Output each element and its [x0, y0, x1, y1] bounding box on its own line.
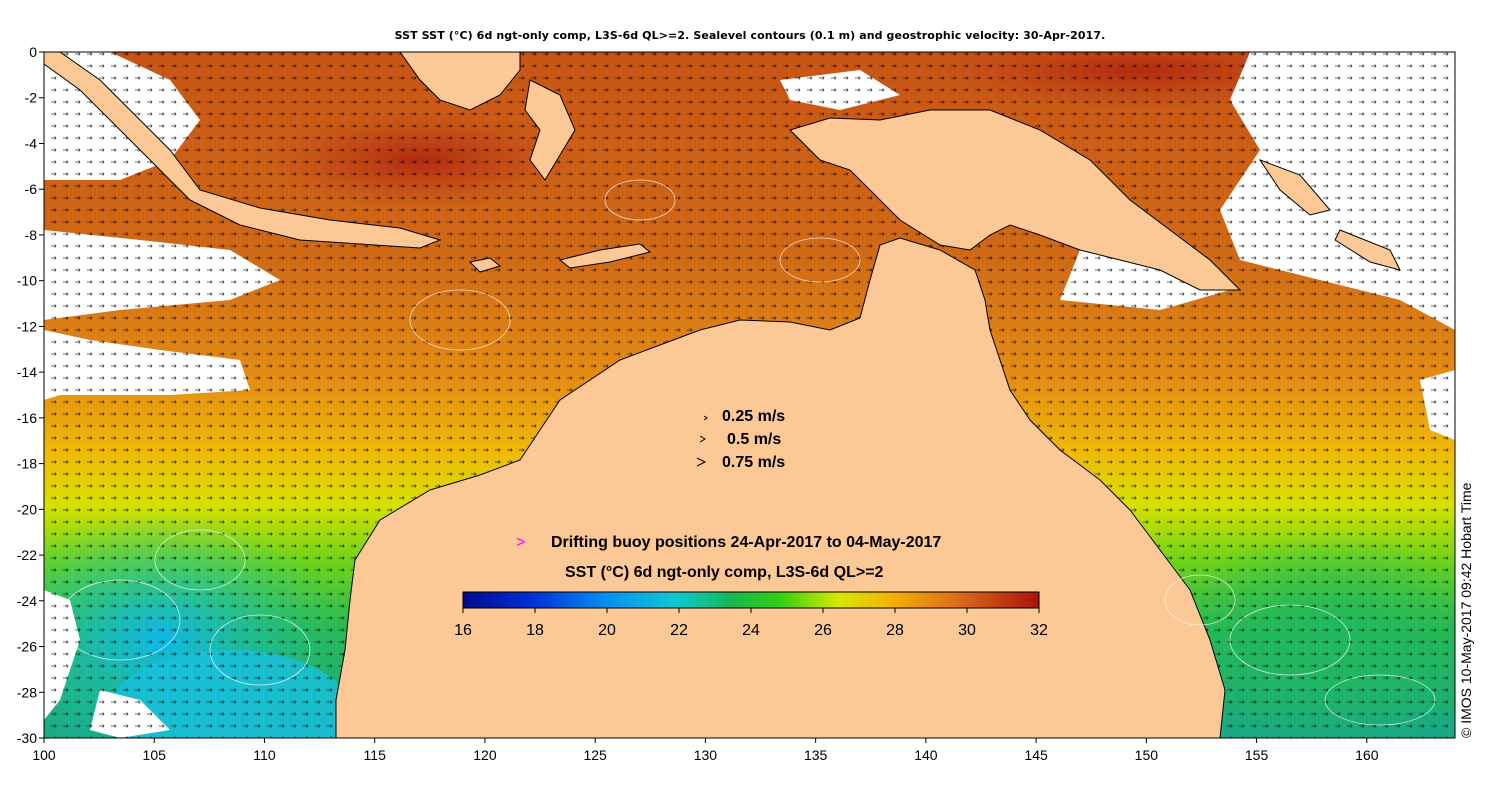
x-tick-label: 115 [364, 747, 387, 763]
x-tick-label: 140 [914, 747, 938, 763]
vel-label-0.75: 0.75 m/s [722, 454, 785, 471]
y-tick-label: 0 [29, 44, 37, 60]
x-tick-label: 160 [1355, 747, 1379, 763]
sst-field [44, 52, 1455, 738]
x-tick-label: 135 [804, 747, 828, 763]
y-tick-label: -22 [17, 547, 37, 563]
x-tick-label: 110 [253, 747, 276, 763]
plot-frame [43, 51, 1456, 739]
y-tick-label: -14 [17, 364, 37, 380]
y-tick-label: -20 [17, 501, 37, 517]
vel-label-0.25: 0.25 m/s [722, 408, 785, 425]
vel-arrow-0.5 [699, 435, 706, 443]
y-tick-label: -16 [17, 410, 37, 426]
colorbar-tick-label: 24 [742, 622, 760, 639]
x-tick-label: 105 [143, 747, 167, 763]
x-tick-label: 145 [1024, 747, 1048, 763]
buoy-label: Drifting buoy positions 24-Apr-2017 to 0… [551, 534, 941, 551]
colorbar-gradient [462, 591, 1040, 609]
x-tick-label: 150 [1135, 747, 1159, 763]
colorbar-tick-label: 28 [886, 622, 904, 639]
figure-title: SST SST (°C) 6d ngt-only comp, L3S-6d QL… [394, 29, 1106, 42]
y-tick-label: -4 [25, 135, 38, 151]
colorbar-tick-label: 22 [670, 622, 688, 639]
x-axis: 100 105 110 115 120 125 130 135 140 145 150 155 160 [32, 738, 1379, 763]
y-tick-label: -12 [17, 318, 37, 334]
vel-arrow-0.75 [696, 457, 707, 467]
colorbar-tick-label: 20 [598, 622, 616, 639]
colorbar-tick-label: 18 [526, 622, 544, 639]
buoy-legend: > Drifting buoy positions 24-Apr-2017 to… [516, 534, 941, 551]
colorbar-tick-label: 32 [1030, 622, 1048, 639]
vel-label-0.5: 0.5 m/s [727, 431, 781, 448]
buoy-marker: > [516, 534, 525, 551]
y-axis: 0 -2 -4 -6 -8 -10 -12 -14 -16 -18 -20 -22 -24 -26 -28 -… [17, 44, 44, 746]
colorbar-tick-label: 26 [814, 622, 832, 639]
y-tick-label: -18 [17, 456, 37, 472]
velocity-legend: 0.25 m/s 0.5 m/s 0.75 m/s [696, 408, 785, 471]
x-tick-label: 130 [694, 747, 718, 763]
x-tick-label: 125 [583, 747, 607, 763]
colorbar-tick-label: 30 [958, 622, 976, 639]
colorbar-tick-label: 16 [454, 622, 472, 639]
x-tick-label: 120 [473, 747, 497, 763]
land-masses [44, 52, 1401, 738]
x-tick-label: 100 [32, 747, 56, 763]
colorbar-title: SST (°C) 6d ngt-only comp, L3S-6d QL>=2 [565, 564, 884, 581]
y-tick-label: -8 [25, 227, 38, 243]
credit-text: © IMOS 10-May-2017 09:42 Hobart Time [1458, 482, 1474, 738]
sealevel-contours [59, 179, 1436, 726]
y-tick-label: -10 [17, 273, 37, 289]
x-tick-label: 155 [1245, 747, 1269, 763]
y-tick-label: -6 [25, 181, 38, 197]
y-tick-label: -28 [17, 684, 37, 700]
y-tick-label: -30 [17, 730, 37, 746]
y-tick-label: -24 [17, 593, 37, 609]
colorbar-ticks: 16 18 20 22 24 26 28 30 32 [454, 608, 1048, 639]
colorbar: SST (°C) 6d ngt-only comp, L3S-6d QL>=2 … [454, 564, 1048, 639]
y-tick-label: -26 [17, 639, 37, 655]
y-tick-label: -2 [25, 90, 38, 106]
vel-arrow-0.25 [703, 415, 708, 421]
